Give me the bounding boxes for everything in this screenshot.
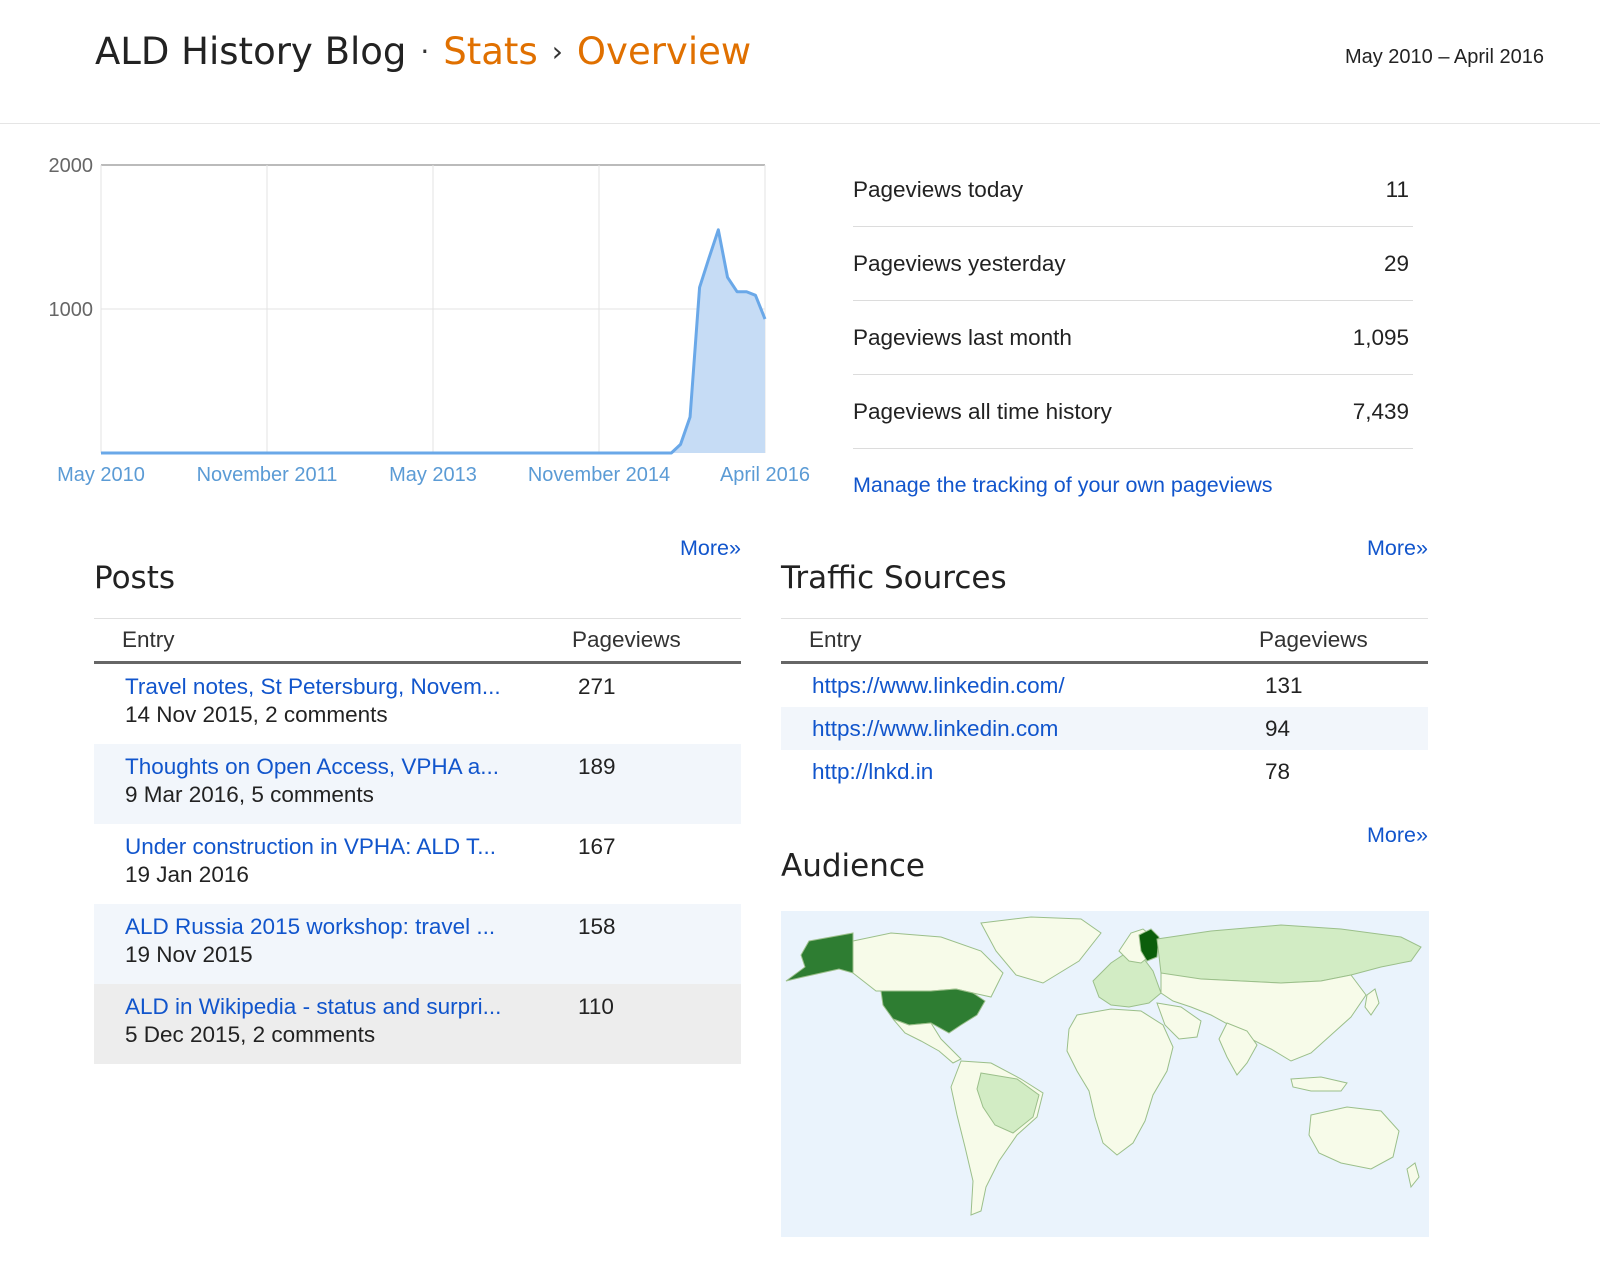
map-africa [1066,1008,1174,1156]
table-header-row: Entry Pageviews [94,618,741,664]
post-meta: 19 Jan 2016 [125,862,249,887]
stat-value: 29 [1383,250,1409,276]
y-tick-label: 1000 [49,299,94,321]
breadcrumb-stats-link[interactable]: Stats [443,30,538,73]
table-row: Under construction in VPHA: ALD T... 19 J… [94,824,741,904]
post-pageviews: 271 [578,674,616,699]
post-pageviews: 167 [578,834,616,859]
breadcrumb: ALD History Blog · Stats › Overview [95,30,751,73]
map-japan [1364,988,1380,1016]
map-indonesia [1290,1076,1348,1092]
map-finland [1138,928,1160,962]
traffic-source-link[interactable]: http://lnkd.in [812,758,934,784]
stat-row-today: Pageviews today 11 [853,153,1413,227]
traffic-source-link[interactable]: https://www.linkedin.com [812,715,1059,741]
map-canada [852,932,1004,998]
post-meta: 19 Nov 2015 [125,942,253,967]
traffic-sources-title: Traffic Sources [781,560,1007,596]
audience-world-map[interactable] [781,911,1429,1237]
post-link[interactable]: Under construction in VPHA: ALD T... [125,834,497,859]
map-asia [1160,972,1367,1062]
post-meta: 9 Mar 2016, 5 comments [125,782,374,807]
map-india [1218,1022,1258,1076]
chart-series-line [101,228,767,455]
y-tick-label: 2000 [49,155,94,177]
traffic-pageviews: 131 [1265,672,1303,698]
post-link[interactable]: Thoughts on Open Access, VPHA a... [125,754,499,779]
stat-label: Pageviews all time history [853,398,1112,424]
date-range: May 2010 – April 2016 [1344,46,1544,68]
stat-value: 11 [1385,176,1409,202]
map-australia [1308,1106,1400,1170]
stat-value: 1,095 [1352,324,1409,350]
stat-label: Pageviews today [853,176,1024,202]
posts-more-link[interactable]: More» [680,536,741,560]
stats-summary: Pageviews today 11 Pageviews yesterday 2… [853,153,1413,449]
traffic-source-link[interactable]: https://www.linkedin.com/ [812,672,1065,698]
page-header: ALD History Blog · Stats › Overview May 2010… [0,0,1600,124]
column-header-pageviews[interactable]: Pageviews [1259,618,1428,664]
traffic-more-link[interactable]: More» [1367,536,1428,560]
manage-tracking-link[interactable]: Manage the tracking of your own pageview… [853,473,1273,497]
stat-row-all-time: Pageviews all time history 7,439 [853,375,1413,449]
map-new-zealand [1406,1162,1420,1189]
map-mexico [892,1018,962,1064]
column-header-entry[interactable]: Entry [781,618,1259,664]
post-meta: 14 Nov 2015, 2 comments [125,702,388,727]
post-link[interactable]: ALD in Wikipedia - status and surpri... [125,994,502,1019]
x-tick-label: November 2011 [197,464,338,486]
chart-area-fill [101,229,765,453]
posts-table: Entry Pageviews Travel notes, St Petersb… [94,618,741,1064]
stat-row-yesterday: Pageviews yesterday 29 [853,227,1413,301]
blog-name: ALD History Blog [95,30,407,73]
audience-title: Audience [781,848,925,884]
table-row: http://lnkd.in 78 [781,750,1428,793]
table-row: ALD in Wikipedia - status and surpri... 5… [94,984,741,1064]
traffic-pageviews: 94 [1265,715,1291,741]
post-pageviews: 158 [578,914,616,939]
breadcrumb-overview: Overview [576,30,752,73]
post-pageviews: 110 [578,994,614,1019]
post-link[interactable]: ALD Russia 2015 workshop: travel ... [125,914,496,939]
column-header-entry[interactable]: Entry [94,618,572,664]
table-row: Thoughts on Open Access, VPHA a... 9 Mar … [94,744,741,824]
table-row: ALD Russia 2015 workshop: travel ... 19 N… [94,904,741,984]
breadcrumb-dot: · [420,35,430,68]
pageviews-chart: 2000 1000 May 2010 November 2011 May 2013 Nov… [49,155,811,486]
posts-title: Posts [94,560,176,596]
world-map-graphic [785,916,1422,1216]
x-tick-label: May 2010 [57,464,145,486]
map-russia [1156,924,1422,984]
post-pageviews: 189 [578,754,616,779]
map-greenland [980,916,1102,984]
column-header-pageviews[interactable]: Pageviews [572,618,741,664]
post-link[interactable]: Travel notes, St Petersburg, Novem... [125,674,501,699]
table-row: https://www.linkedin.com 94 [781,707,1428,750]
table-row: Travel notes, St Petersburg, Novem... 14 … [94,663,741,745]
x-tick-label: April 2016 [720,464,810,486]
audience-more-link[interactable]: More» [1367,823,1428,847]
stat-value: 7,439 [1352,398,1409,424]
post-meta: 5 Dec 2015, 2 comments [125,1022,376,1047]
stat-label: Pageviews yesterday [853,250,1066,276]
table-header-row: Entry Pageviews [781,618,1428,664]
map-alaska [785,932,854,982]
stat-row-last-month: Pageviews last month 1,095 [853,301,1413,375]
map-middle-east [1156,1002,1202,1040]
traffic-pageviews: 78 [1265,758,1291,784]
map-brazil [976,1072,1040,1134]
x-tick-label: May 2013 [389,464,477,486]
x-tick-label: November 2014 [528,464,670,486]
table-row: https://www.linkedin.com/ 131 [781,663,1428,708]
stat-label: Pageviews last month [853,324,1072,350]
breadcrumb-chevron-icon: › [551,35,563,68]
traffic-sources-table: Entry Pageviews https://www.linkedin.com… [781,618,1428,793]
